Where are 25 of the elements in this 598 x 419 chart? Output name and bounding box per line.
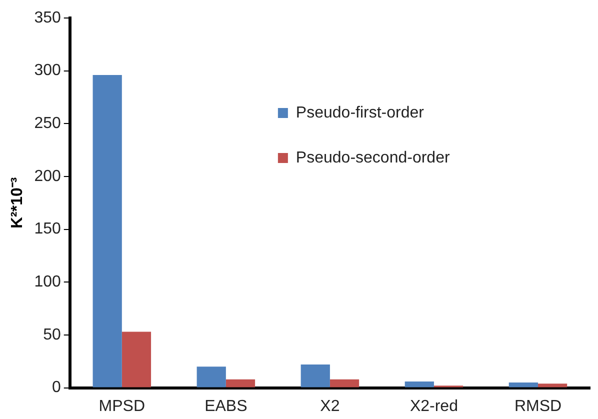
bar bbox=[92, 75, 122, 388]
bar bbox=[330, 379, 360, 388]
y-tick-label: 350 bbox=[34, 9, 61, 26]
y-tick-label: 300 bbox=[34, 62, 61, 80]
y-tick-label: 150 bbox=[34, 220, 61, 238]
x-tick-label: MPSD bbox=[98, 398, 146, 415]
y-tick-label: 100 bbox=[34, 274, 61, 291]
legend-label: Pseudo-first-order bbox=[296, 104, 425, 122]
y-tick-label: 0 bbox=[52, 379, 61, 396]
x-tick-label: RMSD bbox=[514, 398, 562, 415]
bar bbox=[226, 379, 256, 388]
y-tick-label: 250 bbox=[34, 115, 61, 132]
x-tick-label: X2-red bbox=[410, 398, 458, 415]
bar bbox=[538, 384, 568, 388]
bar bbox=[508, 382, 538, 388]
legend-label: Pseudo-second-order bbox=[296, 149, 450, 166]
bar bbox=[300, 364, 330, 388]
x-tick-label: EABS bbox=[204, 398, 248, 415]
bar bbox=[122, 332, 152, 388]
y-axis-title: K²*10⁻³ bbox=[9, 177, 26, 229]
bar bbox=[196, 366, 226, 388]
x-tick-label: X2 bbox=[320, 398, 340, 415]
y-tick-label: 50 bbox=[43, 326, 61, 344]
y-tick-label: 200 bbox=[34, 168, 61, 185]
bar bbox=[404, 381, 434, 388]
